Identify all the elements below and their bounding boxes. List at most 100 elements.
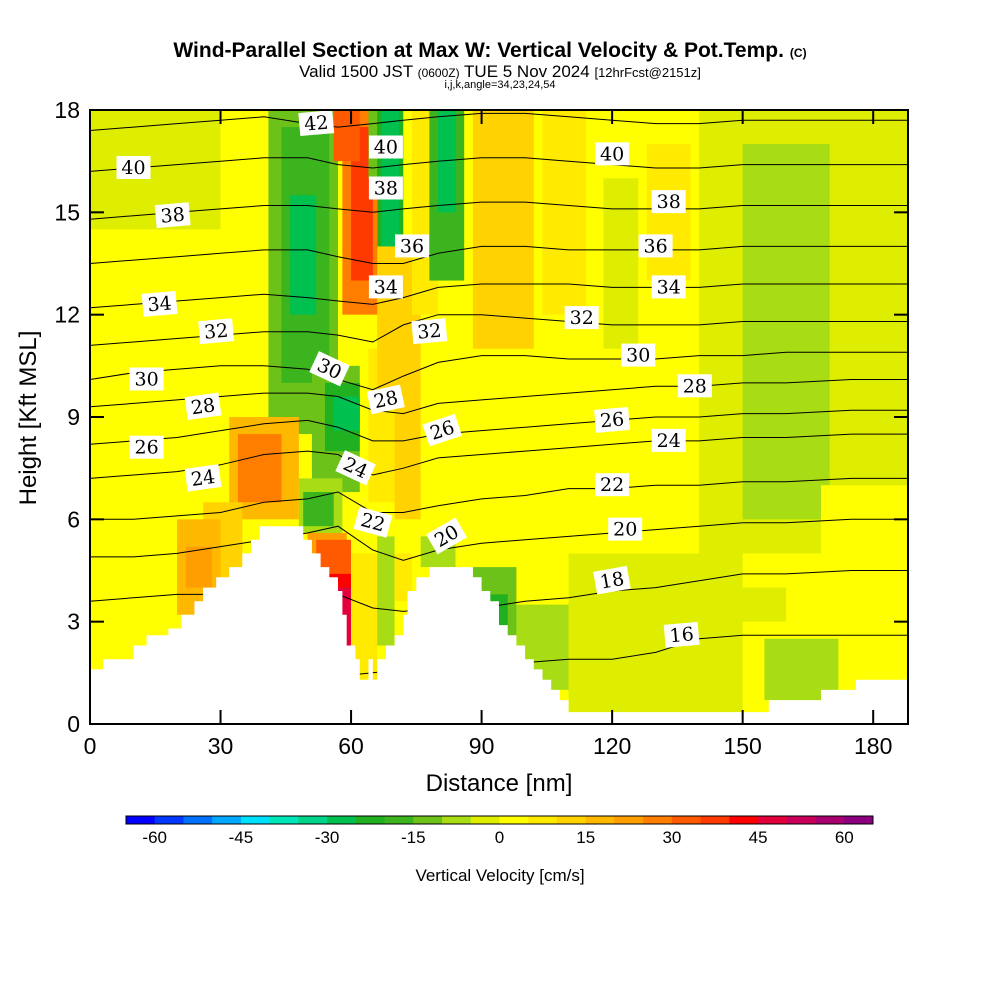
contour-label-text: 30: [626, 345, 650, 367]
contour-label-text: 40: [374, 137, 398, 159]
colorbar-swatch: [700, 816, 730, 824]
colorbar-swatch: [355, 816, 385, 824]
isentrope-20: [90, 518, 908, 561]
contour-label-bg: [651, 275, 686, 299]
colorbar-tick-label: -60: [142, 828, 167, 847]
colorbar-swatch: [212, 816, 242, 824]
contour-label: 34: [651, 275, 686, 299]
colorbar-swatch: [384, 816, 414, 824]
colorbar-tick-label: 60: [835, 828, 854, 847]
contour-label-bg: [366, 384, 405, 415]
contour-label: 28: [677, 374, 712, 398]
colorbar-swatch: [585, 816, 615, 824]
contour-label-bg: [677, 374, 712, 398]
contour-label-bg: [593, 565, 631, 595]
colorbar-swatch: [844, 816, 874, 824]
contour-label-text: 38: [657, 191, 681, 213]
velocity-region: [333, 110, 360, 162]
contour-label: 40: [368, 135, 403, 159]
contour-label-bg: [395, 234, 429, 258]
contour-label: 24: [651, 428, 686, 452]
contour-label: 38: [154, 202, 191, 229]
contour-label: 16: [663, 621, 700, 648]
velocity-region: [377, 536, 395, 646]
colorbar-swatch: [614, 816, 644, 824]
contour-label: 18: [593, 565, 631, 595]
contour-label-bg: [184, 464, 222, 492]
contour-label-bg: [426, 517, 468, 555]
contour-label-text: 16: [669, 623, 695, 647]
contour-label-bg: [651, 428, 686, 452]
contour-label-bg: [411, 318, 448, 345]
contour-label-text: 34: [657, 276, 681, 298]
contour-label-bg: [353, 506, 393, 538]
contour-label-bg: [154, 202, 191, 229]
contour-label-bg: [368, 176, 403, 200]
y-tick-label: 18: [54, 97, 80, 123]
contour-label-bg: [595, 473, 630, 497]
contour-label-text: 18: [598, 568, 626, 594]
colorbar-swatch: [470, 816, 500, 824]
contour-label-bg: [651, 190, 686, 214]
y-tick-label: 0: [67, 711, 80, 737]
colorbar-tick-label: -45: [229, 828, 254, 847]
contour-label-bg: [595, 142, 630, 166]
contour-label-bg: [368, 275, 403, 299]
isentrope-34: [90, 283, 908, 309]
contour-label: 34: [141, 290, 178, 317]
contour-label-text: 26: [599, 408, 625, 432]
contour-label-text: 34: [147, 292, 173, 316]
velocity-region: [351, 127, 373, 281]
colorbar-swatch: [327, 816, 357, 824]
velocity-region: [438, 110, 456, 213]
colorbar-swatch: [729, 816, 759, 824]
contour-label: 26: [129, 435, 164, 459]
velocity-region: [542, 110, 587, 315]
contour-label-text: 32: [416, 320, 442, 344]
contour-label-bg: [422, 413, 462, 447]
x-tick-label: 120: [593, 733, 631, 759]
contour-label-bg: [621, 343, 656, 367]
contour-label-bg: [129, 367, 164, 391]
colorbar-frame: [125, 815, 874, 825]
contour-label: 36: [395, 234, 429, 258]
contour-label-bg: [141, 290, 178, 317]
colorbar-ticks: -60 -45 -30 -15 0 15 30 45 60: [142, 828, 853, 847]
colorbar-swatch: [413, 816, 443, 824]
colorbar-swatch: [758, 816, 788, 824]
contour-label: 32: [564, 306, 599, 330]
colorbar-swatch: [815, 816, 845, 824]
x-tick-label: 150: [723, 733, 761, 759]
colorbar-tick-label: 30: [662, 828, 681, 847]
contour-label: 30: [621, 343, 656, 367]
velocity-region: [612, 676, 721, 713]
isentrope-24: [90, 433, 908, 479]
contour-label-bg: [564, 306, 599, 330]
velocity-region: [303, 492, 334, 527]
contour-label-text: 34: [374, 276, 398, 298]
contour-label-text: 26: [135, 437, 159, 459]
isentrope-40: [90, 157, 908, 172]
colorbar-swatch: [269, 816, 299, 824]
y-tick-label: 15: [54, 199, 80, 225]
contour-label: 38: [651, 190, 686, 214]
isentrope-42: [90, 112, 908, 131]
contour-label-text: 28: [190, 394, 217, 419]
contour-label-text: 28: [683, 375, 707, 397]
x-tick-label: 60: [338, 733, 364, 759]
velocity-region: [185, 546, 212, 588]
contour-label-text: 36: [644, 235, 668, 257]
contour-label-text: 36: [400, 235, 424, 257]
velocity-region: [603, 178, 639, 349]
contour-label: 32: [411, 318, 448, 345]
contour-label-text: 24: [190, 466, 217, 491]
colorbar-swatch: [154, 816, 184, 824]
terrain: [90, 526, 908, 724]
y-tick-label: 3: [67, 609, 80, 635]
chart-subtitle: Valid 1500 JST (0600Z) TUE 5 Nov 2024 [1…: [299, 62, 701, 81]
contour-label-bg: [368, 135, 403, 159]
velocity-region: [290, 195, 317, 315]
y-tick-label: 6: [67, 506, 80, 532]
contour-label-bg: [663, 621, 700, 648]
